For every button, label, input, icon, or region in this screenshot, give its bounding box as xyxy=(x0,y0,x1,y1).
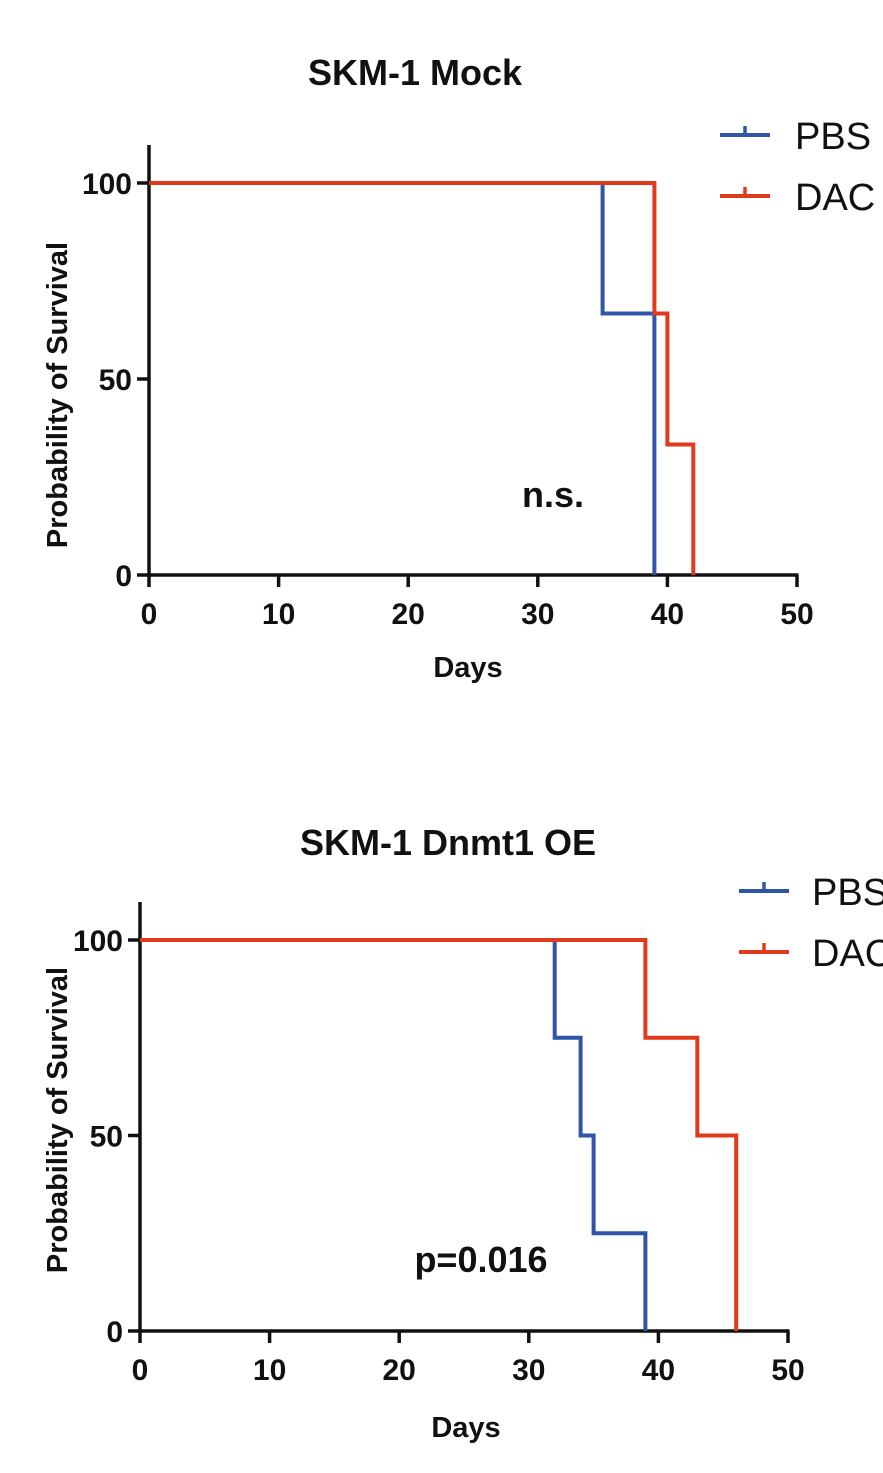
x-tick-label: 10 xyxy=(253,1354,286,1387)
x-tick-label: 50 xyxy=(771,1354,804,1387)
legend-label-pbs: PBS xyxy=(812,872,883,914)
survival-curve-dac xyxy=(149,181,696,575)
x-tick-label: 10 xyxy=(262,598,295,631)
x-tick-label: 30 xyxy=(521,598,554,631)
x-tick-label: 0 xyxy=(141,598,158,631)
axes: 0 10 20 30 40 50 0 50 100 xyxy=(82,145,814,631)
survival-curve-pbs xyxy=(140,938,648,1331)
y-tick-label: 100 xyxy=(73,925,123,958)
chart-title: SKM-1 Dnmt1 OE xyxy=(300,822,596,863)
survival-curve-pbs xyxy=(149,181,657,575)
axes: 0 10 20 30 40 50 0 50 100 xyxy=(73,902,805,1387)
y-axis-label: Probability of Survival xyxy=(42,242,74,548)
legend: PBS DAC xyxy=(720,116,875,219)
legend: PBS DAC xyxy=(739,872,883,975)
x-tick-label: 0 xyxy=(132,1354,149,1387)
significance-annotation: n.s. xyxy=(522,474,584,515)
series-layer xyxy=(140,938,739,1331)
x-tick-label: 20 xyxy=(383,1354,416,1387)
survival-curve-dac xyxy=(140,938,739,1331)
x-tick-label: 40 xyxy=(651,598,684,631)
y-tick-label: 0 xyxy=(106,1316,123,1349)
x-tick-label: 40 xyxy=(642,1354,675,1387)
x-axis-label: Days xyxy=(433,652,502,684)
x-tick-label: 30 xyxy=(512,1354,545,1387)
y-tick-label: 50 xyxy=(99,364,132,397)
legend-label-dac: DAC xyxy=(812,933,883,975)
legend-label-dac: DAC xyxy=(795,177,875,219)
x-axis-label: Days xyxy=(431,1412,500,1444)
chart-title: SKM-1 Mock xyxy=(308,52,523,93)
y-axis-label: Probability of Survival xyxy=(42,967,74,1273)
legend-label-pbs: PBS xyxy=(795,116,871,158)
y-tick-label: 100 xyxy=(82,168,132,201)
chart-panel-dnmt1-oe: SKM-1 Dnmt1 OE Days Probability of Survi… xyxy=(42,822,883,1444)
x-tick-label: 20 xyxy=(392,598,425,631)
y-tick-label: 0 xyxy=(115,560,132,593)
significance-annotation: p=0.016 xyxy=(414,1239,547,1280)
x-tick-label: 50 xyxy=(780,598,813,631)
series-layer xyxy=(149,181,696,575)
y-tick-label: 50 xyxy=(90,1121,123,1154)
chart-panel-mock: SKM-1 Mock Days Probability of Survival … xyxy=(42,52,875,684)
